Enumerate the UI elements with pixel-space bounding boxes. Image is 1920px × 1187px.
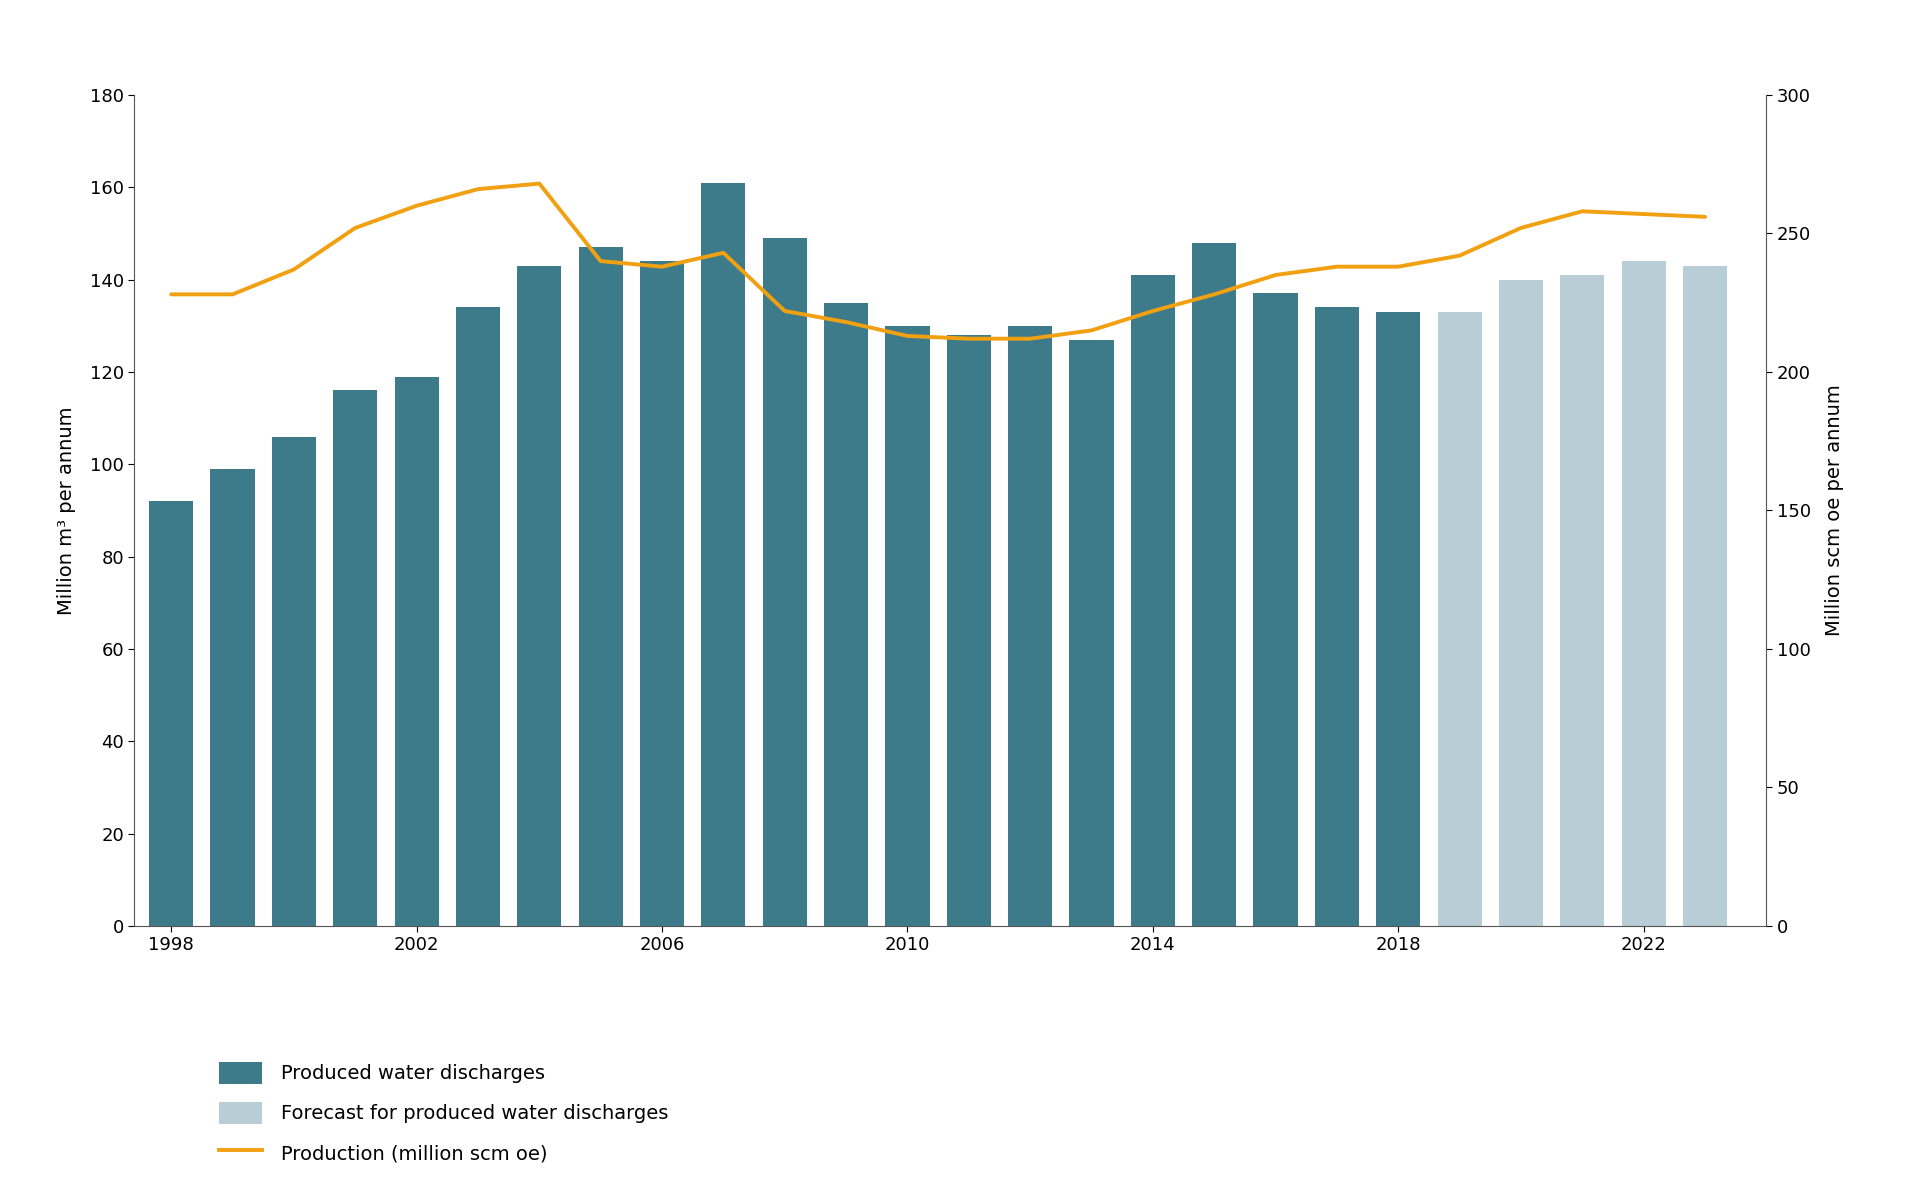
Bar <box>1192 242 1236 926</box>
Bar <box>516 266 561 926</box>
Bar <box>1438 312 1482 926</box>
Bar <box>824 303 868 926</box>
Bar <box>150 501 194 926</box>
Bar <box>762 239 806 926</box>
Bar <box>885 325 929 926</box>
Y-axis label: Million scm oe per annum: Million scm oe per annum <box>1824 385 1843 636</box>
Bar <box>947 335 991 926</box>
Bar <box>273 437 317 926</box>
Bar <box>1315 307 1359 926</box>
Bar <box>1561 275 1605 926</box>
Bar <box>1500 280 1544 926</box>
Bar <box>639 261 684 926</box>
Bar <box>1008 325 1052 926</box>
Bar <box>1684 266 1728 926</box>
Bar <box>1622 261 1667 926</box>
Bar <box>701 183 745 926</box>
Bar <box>578 247 622 926</box>
Y-axis label: Million m³ per annum: Million m³ per annum <box>58 406 77 615</box>
Bar <box>394 376 438 926</box>
Bar <box>1377 312 1421 926</box>
Bar <box>1254 293 1298 926</box>
Legend: Produced water discharges, Forecast for produced water discharges, Production (m: Produced water discharges, Forecast for … <box>209 1052 678 1174</box>
Bar <box>334 391 378 926</box>
Bar <box>1069 339 1114 926</box>
Bar <box>211 469 255 926</box>
Bar <box>455 307 499 926</box>
Bar <box>1131 275 1175 926</box>
